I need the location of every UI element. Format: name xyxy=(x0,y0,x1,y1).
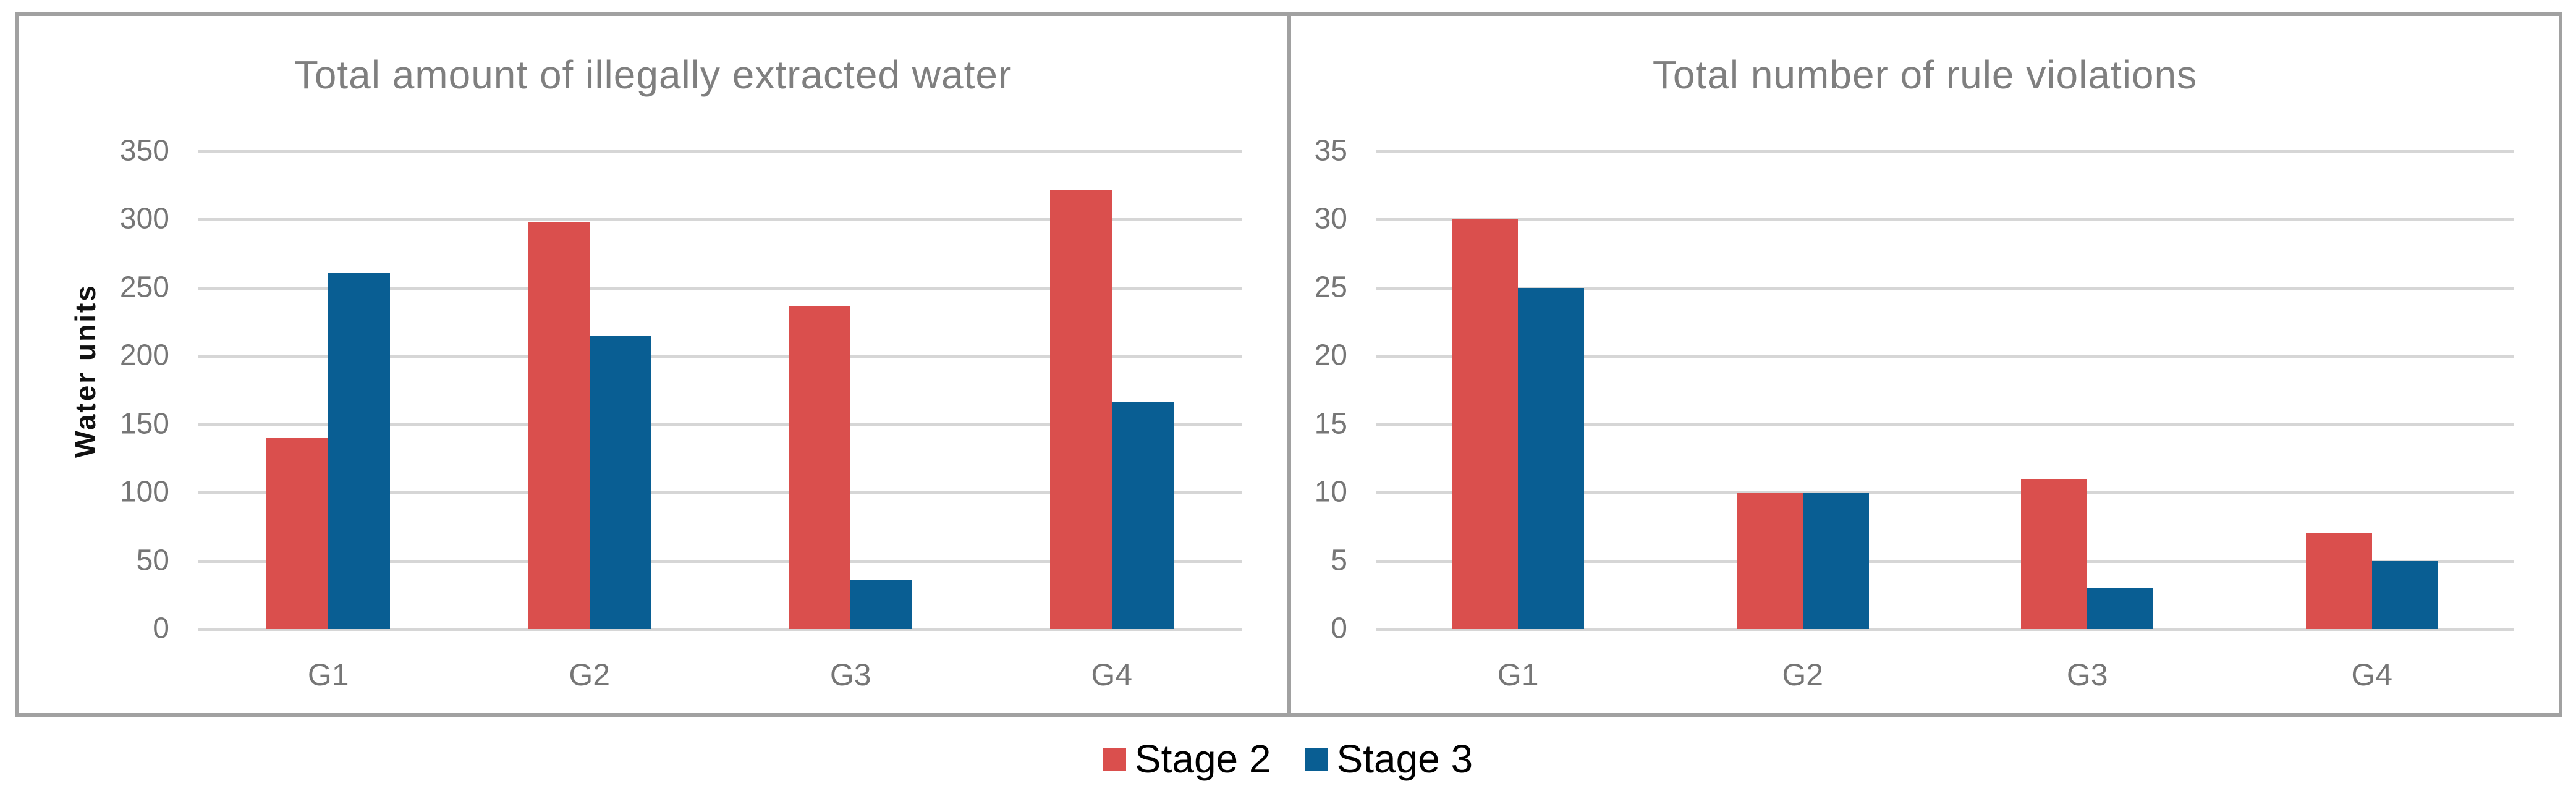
y-tick-label: 15 xyxy=(1314,407,1347,441)
x-category-label: G3 xyxy=(2066,657,2108,692)
y-tick-label: 20 xyxy=(1314,339,1347,372)
bar-g1-stage2 xyxy=(1452,219,1519,629)
bar-g2-stage3 xyxy=(1802,493,1869,629)
y-tick-label: 200 xyxy=(119,339,169,372)
x-category-label: G1 xyxy=(307,657,349,692)
bar-g3-stage2 xyxy=(789,305,851,629)
y-tick-label: 50 xyxy=(136,543,169,577)
gridline xyxy=(198,628,1242,631)
y-tick-label: 30 xyxy=(1314,202,1347,235)
legend-label: Stage 3 xyxy=(1336,737,1473,781)
gridline xyxy=(198,423,1242,426)
x-category-label: G2 xyxy=(1782,657,1824,692)
gridline xyxy=(1376,491,2514,495)
y-tick-label: 100 xyxy=(119,475,169,509)
x-category-label: G4 xyxy=(1091,657,1133,692)
x-category-label: G2 xyxy=(569,657,611,692)
bar-g2-stage2 xyxy=(527,222,590,629)
y-tick-label: 0 xyxy=(153,612,169,645)
bar-g1-stage3 xyxy=(1518,287,1585,629)
bar-g2-stage2 xyxy=(1736,493,1803,629)
gridline xyxy=(1376,559,2514,563)
y-tick-label: 150 xyxy=(119,407,169,441)
chart-panel-violations: Total number of rule violations 0 5 10 15 20… xyxy=(1291,16,2559,713)
y-tick-label: 35 xyxy=(1314,134,1347,167)
gridline xyxy=(1376,286,2514,290)
chart-legend: Stage 2 Stage 3 xyxy=(0,730,2576,787)
legend-item-stage3: Stage 3 xyxy=(1305,739,1473,779)
gridline xyxy=(198,491,1242,495)
gridline xyxy=(198,559,1242,563)
chart-panels-frame: Total amount of illegally extracted wate… xyxy=(15,12,2562,717)
legend-swatch-stage2 xyxy=(1103,747,1126,771)
bar-g1-stage3 xyxy=(328,273,391,629)
gridline xyxy=(198,150,1242,153)
gridline xyxy=(1376,355,2514,358)
bar-g1-stage2 xyxy=(266,438,329,629)
chart-panel-water: Total amount of illegally extracted wate… xyxy=(19,16,1287,713)
gridline xyxy=(1376,423,2514,426)
x-category-label: G3 xyxy=(829,657,871,692)
y-tick-label: 25 xyxy=(1314,271,1347,304)
legend-label: Stage 2 xyxy=(1134,737,1271,781)
bar-g3-stage3 xyxy=(850,580,913,629)
bar-g4-stage3 xyxy=(1111,402,1174,629)
y-tick-label: 10 xyxy=(1314,475,1347,509)
x-category-label: G4 xyxy=(2351,657,2393,692)
gridline xyxy=(1376,150,2514,153)
bar-g4-stage3 xyxy=(2371,560,2438,629)
chart-title: Total amount of illegally extracted wate… xyxy=(294,53,1012,97)
bar-g4-stage2 xyxy=(1049,189,1112,629)
y-tick-label: 350 xyxy=(119,134,169,167)
bar-g3-stage2 xyxy=(2021,479,2088,629)
legend-item-stage2: Stage 2 xyxy=(1103,739,1271,779)
chart-title: Total number of rule violations xyxy=(1652,53,2198,97)
bar-g4-stage2 xyxy=(2305,533,2372,629)
panel-divider xyxy=(1287,16,1291,713)
gridline xyxy=(1376,628,2514,631)
bar-g3-stage3 xyxy=(2087,588,2154,629)
gridline xyxy=(198,286,1242,290)
gridline xyxy=(198,218,1242,222)
y-tick-label: 0 xyxy=(1331,612,1347,645)
bar-g2-stage3 xyxy=(589,336,651,629)
y-tick-label: 250 xyxy=(119,271,169,304)
x-category-label: G1 xyxy=(1497,657,1539,692)
legend-swatch-stage3 xyxy=(1305,747,1328,771)
y-tick-label: 300 xyxy=(119,202,169,235)
gridline xyxy=(198,355,1242,358)
y-tick-label: 5 xyxy=(1331,543,1347,577)
gridline xyxy=(1376,218,2514,222)
